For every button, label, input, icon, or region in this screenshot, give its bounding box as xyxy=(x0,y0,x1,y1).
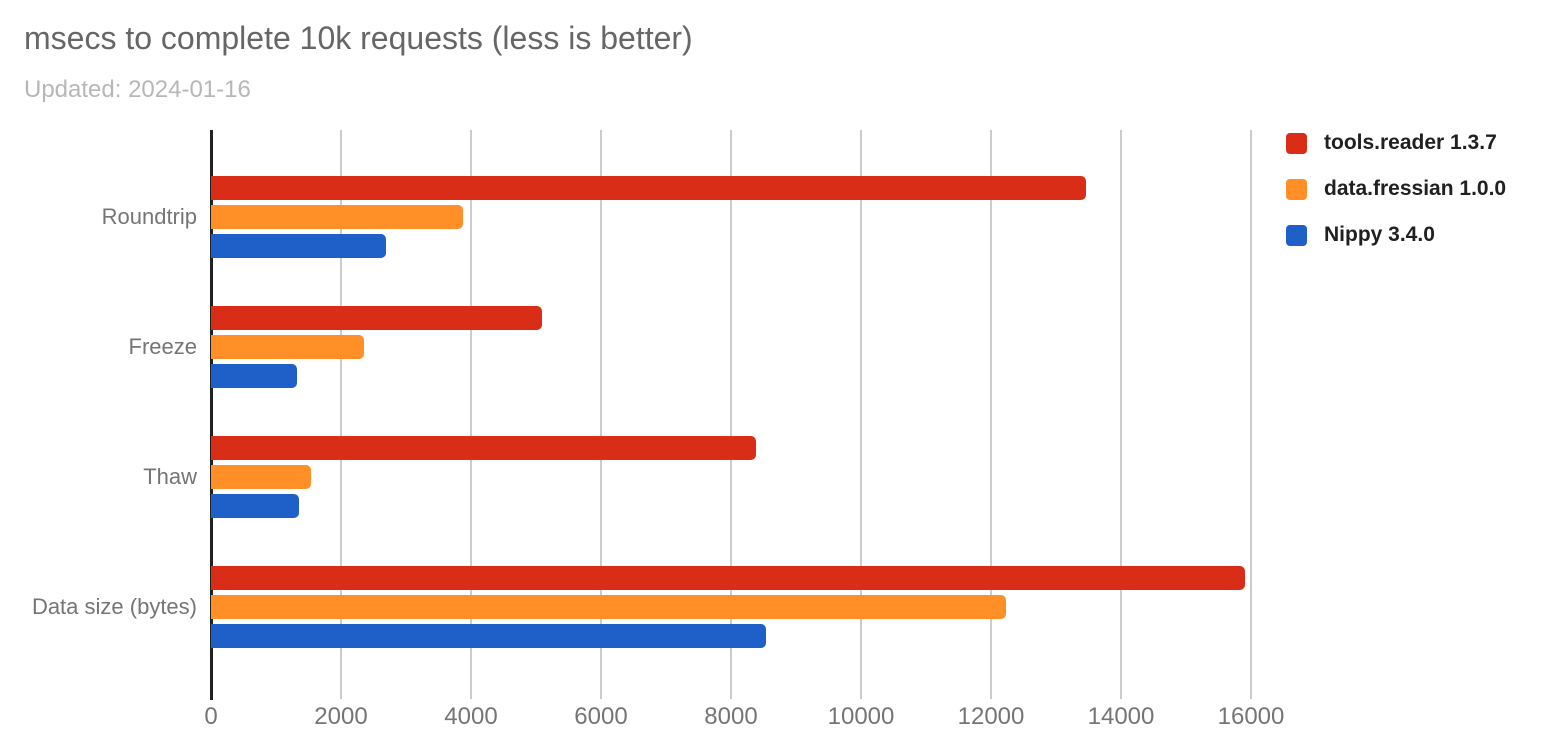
legend-label-tools-reader-1-3-7: tools.reader 1.3.7 xyxy=(1324,131,1497,154)
bar-data-fressian-1-0-0-thaw[interactable] xyxy=(211,465,311,489)
legend-item-tools-reader-1-3-7: tools.reader 1.3.7 xyxy=(1286,131,1506,155)
y-axis-line xyxy=(210,130,213,700)
legend-item-nippy-3-4-0: Nippy 3.4.0 xyxy=(1286,223,1506,247)
category-row-freeze: Freeze xyxy=(0,260,1330,390)
category-label-data-size-bytes: Data size (bytes) xyxy=(31,594,197,619)
gridline-10000 xyxy=(860,130,862,699)
x-tick-label-0: 0 xyxy=(204,703,218,730)
bar-tools-reader-1-3-7-thaw[interactable] xyxy=(211,436,756,460)
bar-data-fressian-1-0-0-freeze[interactable] xyxy=(211,335,364,359)
category-label-freeze: Freeze xyxy=(128,334,197,359)
category-row-data-size-bytes: Data size (bytes) xyxy=(0,520,1330,650)
x-tick-label-16000: 16000 xyxy=(1217,703,1285,730)
legend-item-data-fressian-1-0-0: data.fressian 1.0.0 xyxy=(1286,177,1506,201)
category-label-roundtrip: Roundtrip xyxy=(101,204,197,229)
plot-area xyxy=(210,130,1330,700)
x-tick-label-6000: 6000 xyxy=(574,703,628,730)
bar-data-fressian-1-0-0-data-size-bytes[interactable] xyxy=(211,595,1006,619)
legend-swatch-tools-reader-1-3-7 xyxy=(1286,132,1307,154)
category-label-thaw: Thaw xyxy=(143,464,197,489)
legend-swatch-nippy-3-4-0 xyxy=(1286,224,1307,246)
x-tick-label-10000: 10000 xyxy=(827,703,895,730)
category-row-thaw: Thaw xyxy=(0,390,1330,520)
gridline-16000 xyxy=(1250,130,1252,699)
x-tick-label-4000: 4000 xyxy=(444,703,498,730)
chart-subtitle: Updated: 2024-01-16 xyxy=(24,76,251,103)
gridline-14000 xyxy=(1120,130,1122,699)
x-tick-label-8000: 8000 xyxy=(704,703,758,730)
bar-nippy-3-4-0-roundtrip[interactable] xyxy=(211,234,386,258)
legend-label-data-fressian-1-0-0: data.fressian 1.0.0 xyxy=(1324,177,1507,200)
x-tick-label-14000: 14000 xyxy=(1087,703,1155,730)
bar-nippy-3-4-0-data-size-bytes[interactable] xyxy=(211,624,766,648)
x-tick-label-12000: 12000 xyxy=(957,703,1025,730)
gridline-6000 xyxy=(600,130,602,699)
gridline-2000 xyxy=(340,130,342,699)
gridline-12000 xyxy=(990,130,992,699)
bar-tools-reader-1-3-7-freeze[interactable] xyxy=(211,306,542,330)
bar-data-fressian-1-0-0-roundtrip[interactable] xyxy=(211,205,463,229)
bar-nippy-3-4-0-thaw[interactable] xyxy=(211,494,299,518)
category-row-roundtrip: Roundtrip xyxy=(0,130,1330,260)
category-rows: Roundtrip Freeze Thaw Data size (bytes) xyxy=(0,130,1330,650)
bar-tools-reader-1-3-7-data-size-bytes[interactable] xyxy=(211,566,1245,590)
x-tick-label-2000: 2000 xyxy=(314,703,368,730)
legend-label-nippy-3-4-0: Nippy 3.4.0 xyxy=(1324,223,1435,246)
bar-tools-reader-1-3-7-roundtrip[interactable] xyxy=(211,176,1086,200)
gridline-4000 xyxy=(470,130,472,699)
gridline-8000 xyxy=(730,130,732,699)
bar-nippy-3-4-0-freeze[interactable] xyxy=(211,364,297,388)
legend-swatch-data-fressian-1-0-0 xyxy=(1286,178,1307,200)
legend: tools.reader 1.3.7 data.fressian 1.0.0 Nip… xyxy=(1286,131,1506,247)
chart-title: msecs to complete 10k requests (less is … xyxy=(24,20,693,56)
